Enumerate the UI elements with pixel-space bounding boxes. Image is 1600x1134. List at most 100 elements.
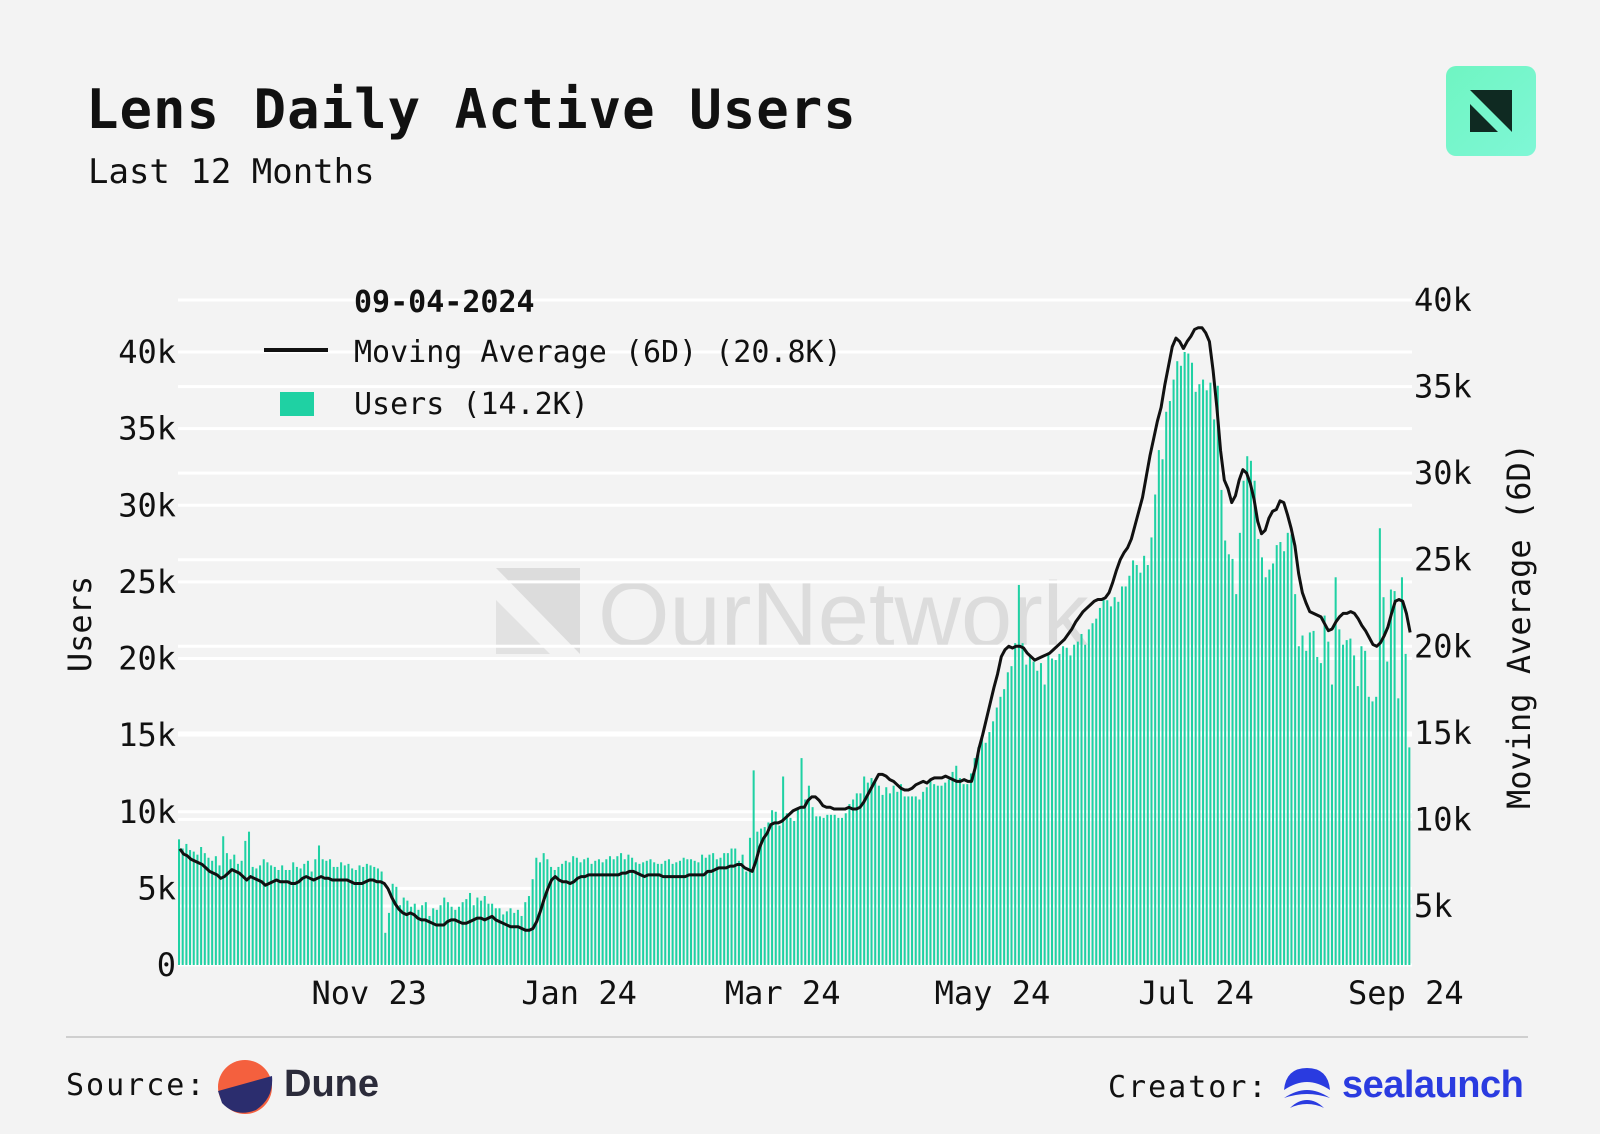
users-bar [977, 747, 980, 965]
users-bar [686, 859, 689, 965]
users-bar [1227, 554, 1230, 965]
users-bar [399, 905, 402, 965]
users-bar [586, 857, 589, 965]
users-bar [494, 908, 497, 965]
users-bar [568, 862, 571, 965]
users-bar [693, 860, 696, 965]
moving-average-line [178, 326, 1412, 932]
users-bar [1330, 684, 1333, 965]
users-bar [406, 900, 409, 965]
users-bar [266, 862, 269, 965]
users-bar [225, 853, 228, 965]
users-bar [874, 779, 877, 965]
users-bar [1323, 615, 1326, 965]
users-bar [387, 912, 390, 965]
legend-date: 09-04-2024 [354, 285, 535, 320]
users-bar [1275, 545, 1278, 965]
users-bar [380, 871, 383, 965]
users-bar [774, 811, 777, 965]
dune-logo-icon [218, 1060, 273, 1114]
users-bar [631, 857, 634, 965]
users-bar [841, 817, 844, 965]
legend-bar-swatch [280, 392, 314, 416]
users-bar [546, 859, 549, 965]
users-bar [1386, 661, 1389, 965]
users-bar [1356, 686, 1359, 965]
users-bar [1073, 644, 1076, 965]
x-tick-label: Jan 24 [521, 974, 637, 1012]
users-bar [1294, 594, 1297, 965]
users-bar [969, 773, 972, 965]
users-bar [189, 850, 192, 965]
users-bar [992, 721, 995, 965]
users-bar [789, 817, 792, 965]
right-axis-label: Moving Average (6D) [1500, 443, 1538, 809]
users-bar [340, 862, 343, 965]
users-bar [1102, 598, 1105, 965]
users-bar [1076, 641, 1079, 965]
users-bar [608, 856, 612, 965]
users-bar [597, 859, 600, 965]
users-bar [940, 785, 943, 965]
left-tick-label: 25k [118, 563, 176, 601]
users-bar [601, 862, 604, 965]
left-tick-label: 5k [137, 869, 176, 907]
users-bar [1268, 569, 1271, 965]
users-bar [1091, 623, 1094, 965]
users-bar [1319, 663, 1322, 965]
users-bar [520, 915, 523, 965]
users-bar [413, 903, 416, 965]
users-bar [1051, 658, 1054, 965]
users-bar [645, 860, 648, 965]
users-bar [999, 696, 1002, 965]
users-bar [737, 860, 740, 965]
users-bar [623, 859, 626, 965]
source-name: Dune [284, 1063, 379, 1105]
user-bars [178, 352, 1411, 966]
users-bar [1165, 411, 1168, 965]
users-bar [1025, 664, 1028, 965]
users-bar [922, 791, 925, 965]
right-tick-label: 30k [1414, 454, 1472, 492]
users-bar [877, 785, 880, 965]
users-bar [354, 869, 357, 965]
users-bar [1367, 696, 1370, 965]
users-bar [826, 814, 829, 965]
creator-name: sealaunch [1342, 1064, 1524, 1106]
users-bar [811, 807, 814, 965]
users-bar [200, 847, 203, 965]
users-bar [273, 866, 276, 965]
users-bar [288, 869, 291, 965]
users-bar [664, 860, 667, 965]
users-bar [719, 857, 722, 965]
users-bar [432, 908, 435, 965]
users-bar [767, 822, 770, 965]
users-bar [1286, 532, 1289, 965]
users-bar [1216, 385, 1219, 966]
users-bar [1113, 597, 1116, 965]
users-bar [730, 848, 733, 965]
ournetwork-logo-icon [1446, 66, 1536, 156]
users-bar [763, 827, 766, 965]
users-bar [918, 799, 921, 965]
users-bar [572, 856, 575, 965]
users-bar [303, 863, 306, 965]
users-bar [675, 862, 678, 965]
users-bar [1305, 650, 1308, 965]
users-bar [192, 851, 195, 965]
users-bar [1069, 655, 1072, 965]
legend-bar-label: Users (14.2K) [354, 387, 589, 422]
users-bar [1179, 365, 1182, 965]
users-bar [251, 866, 254, 965]
users-bar [958, 778, 961, 965]
users-bar [1109, 606, 1112, 965]
users-bar [594, 860, 597, 965]
users-bar [395, 886, 398, 965]
users-bar [203, 853, 206, 965]
users-bar [1408, 747, 1411, 965]
users-bar [450, 906, 453, 965]
users-bar [951, 771, 954, 965]
users-bar [1338, 629, 1341, 965]
users-bar [1187, 353, 1190, 965]
users-bar [1264, 577, 1267, 965]
